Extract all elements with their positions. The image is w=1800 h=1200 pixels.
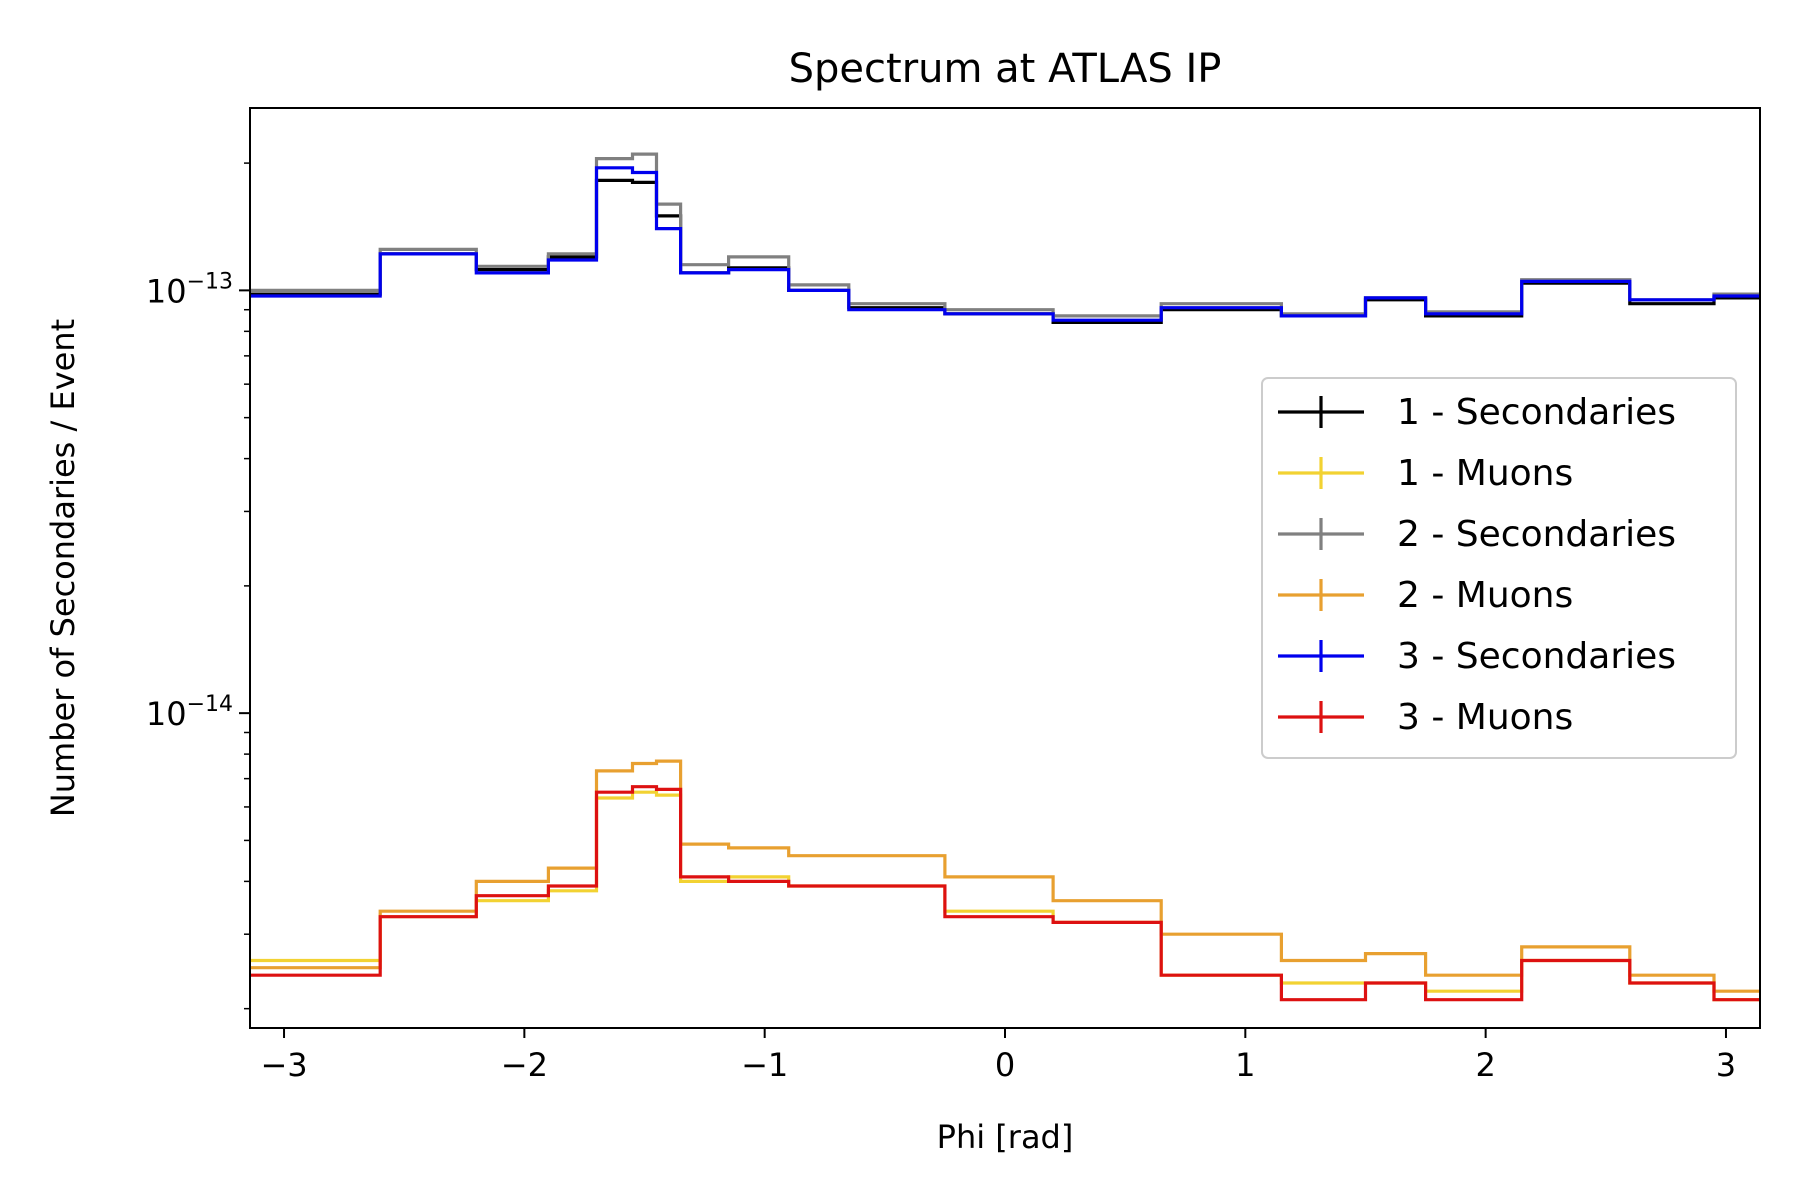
axes-layer: −3 −2 −1 0 1 2 3 10−14 10−13 [146, 107, 1761, 1084]
y-axis-label: Number of Secondaries / Event [44, 319, 82, 817]
series-layer [250, 152, 1760, 1002]
legend-label: 1 - Muons [1397, 453, 1573, 494]
legend-box [1261, 377, 1737, 759]
x-axis-label: Phi [rad] [937, 1118, 1074, 1156]
chart-title: Spectrum at ATLAS IP [789, 46, 1222, 92]
legend-label: 1 - Secondaries [1397, 392, 1676, 433]
x-tick-label: 2 [1475, 1046, 1495, 1084]
legend-label: 3 - Secondaries [1397, 636, 1676, 677]
x-tick-label: −1 [741, 1046, 788, 1084]
y-tick-label: 10−13 [146, 269, 233, 310]
x-tick-label: 1 [1235, 1046, 1255, 1084]
x-tick-label: −3 [260, 1046, 307, 1084]
legend-label: 3 - Muons [1397, 697, 1573, 738]
x-tick-label: 0 [995, 1046, 1015, 1084]
legend-label: 2 - Muons [1397, 575, 1573, 616]
legend: 1 - Secondaries 1 - Muons 2 - Secondaries 2… [1261, 377, 1737, 759]
x-tick-label: 3 [1716, 1046, 1736, 1084]
legend-label: 2 - Secondaries [1397, 514, 1676, 555]
y-tick-label: 10−14 [146, 692, 233, 733]
series-line-4 [250, 759, 1760, 993]
series-line-6 [250, 785, 1760, 1002]
x-tick-label: −2 [501, 1046, 548, 1084]
series-line-5 [250, 166, 1760, 322]
